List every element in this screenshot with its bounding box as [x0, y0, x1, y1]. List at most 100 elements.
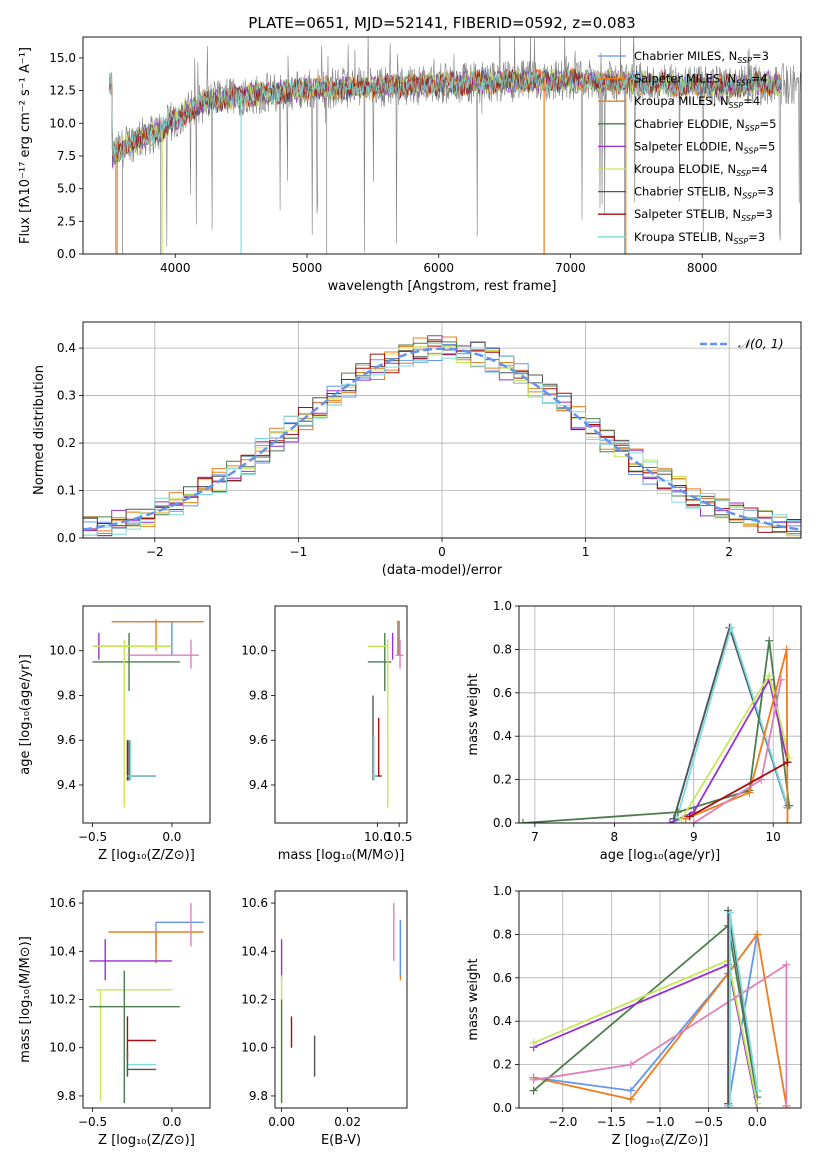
y-tick-label: 0.0 — [493, 816, 512, 830]
x-axis-label: E(B-V) — [321, 1133, 361, 1148]
data-point — [665, 819, 674, 823]
data-point — [765, 671, 774, 680]
data-point — [745, 788, 754, 797]
y-tick-label: 10.0 — [49, 1041, 76, 1055]
data-point — [685, 812, 694, 821]
y-tick-label: 9.6 — [249, 733, 268, 747]
y-tick-label: 0.8 — [493, 927, 512, 941]
x-tick-label: 7000 — [555, 261, 586, 275]
mass-weight-line — [533, 963, 759, 1108]
x-tick-label: 4000 — [160, 261, 191, 275]
x-tick-label: 0 — [438, 545, 446, 559]
model-spectrum — [108, 68, 782, 162]
x-axis-label: wavelength [Angstrom, rest frame] — [328, 279, 557, 294]
y-tick-label: 0.3 — [57, 389, 76, 403]
x-tick-label: 6000 — [423, 261, 454, 275]
x-tick-label: −1.5 — [597, 1115, 626, 1129]
legend-entry: Chabrier MILES, NSSP=3 — [634, 49, 769, 65]
y-axis-label: Normed distribution — [32, 365, 47, 495]
data-point — [626, 1095, 635, 1104]
data-point — [753, 930, 762, 939]
legend-entry: Chabrier STELIB, NSSP=3 — [634, 185, 774, 201]
normal-curve — [83, 347, 801, 531]
legend-entry: 𝒩(0, 1) — [738, 336, 784, 351]
y-tick-label: 0.0 — [57, 247, 76, 261]
y-tick-label: 10.0 — [49, 644, 76, 658]
x-tick-label: −0.5 — [78, 830, 107, 844]
y-tick-label: 0.6 — [493, 686, 512, 700]
data-point — [626, 1086, 635, 1095]
y-axis-label: Flux [fλ10⁻¹⁷ erg cm⁻² s⁻¹ A⁻¹] — [18, 47, 33, 244]
y-tick-label: 10.0 — [49, 116, 76, 130]
y-tick-label: 0.0 — [57, 531, 76, 545]
mass-weight-line — [533, 963, 788, 1108]
mass-weight-vs-z-panel: −2.0 −1.5 −1.0 −0.5 0.0 0.0 0.2 0.4 0.6 0.8 1.0 Z [… — [466, 884, 802, 1148]
y-tick-label: 10.4 — [49, 944, 76, 958]
data-point — [529, 1075, 538, 1084]
y-tick-label: 12.5 — [49, 84, 76, 98]
y-tick-label: 1.0 — [493, 599, 512, 613]
axes-frame — [518, 890, 802, 1109]
model-spectrum — [108, 66, 782, 156]
y-axis-label: mass weight — [466, 673, 481, 755]
axes-frame — [518, 605, 802, 824]
y-axis-label: age [log₁₀(age/yr)] — [18, 654, 33, 775]
y-tick-label: 0.2 — [493, 1058, 512, 1072]
x-tick-label: 0.02 — [334, 1115, 361, 1129]
data-point — [726, 908, 735, 917]
axes-frame — [274, 890, 408, 1109]
x-tick-label: 7 — [531, 830, 539, 844]
data-point — [777, 675, 786, 684]
data-point — [529, 1086, 538, 1095]
x-tick-label: 5000 — [292, 261, 323, 275]
data-point — [783, 758, 792, 767]
x-tick-label: 10.5 — [386, 830, 413, 844]
x-tick-label: −2 — [146, 545, 164, 559]
y-tick-label: 2.5 — [57, 214, 76, 228]
legend-entry: Salpeter STELIB, NSSP=3 — [634, 207, 773, 223]
chart-title: PLATE=0651, MJD=52141, FIBERID=0592, z=0… — [248, 14, 635, 32]
spectrum-panel: 4000 5000 6000 7000 8000 0.0 2.5 5.0 7.5 10.0 12.5… — [18, 14, 802, 294]
mass-vs-z-panel: −0.5 0.0 9.8 10.0 10.2 10.4 10.6 Z [log₁₀(Z/Z⊙)… — [18, 890, 211, 1148]
mass-weight-line — [533, 923, 759, 1098]
y-tick-label: 10.0 — [241, 644, 268, 658]
x-tick-label: −2.0 — [548, 1115, 577, 1129]
x-tick-label: 8 — [611, 830, 619, 844]
data-point — [782, 960, 791, 969]
x-tick-label: −1.0 — [645, 1115, 674, 1129]
y-tick-label: 7.5 — [57, 149, 76, 163]
y-tick-label: 10.6 — [241, 896, 268, 910]
x-axis-label: age [log₁₀(age/yr)] — [600, 848, 721, 863]
y-tick-label: 9.8 — [249, 1089, 268, 1103]
data-point — [765, 636, 774, 645]
y-axis-label: mass weight — [466, 958, 481, 1040]
model-spectrum — [108, 68, 782, 159]
y-tick-label: 0.4 — [57, 341, 76, 355]
mass-weight-vs-age-panel: 7 8 9 10 0.0 0.2 0.4 0.6 0.8 1.0 age [log₁₀(age/yr… — [466, 599, 802, 863]
residuals-panel: −2 −1 0 1 2 0.0 0.1 0.2 0.3 0.4 (data-model)/error… — [32, 321, 802, 578]
mass-weight-line — [693, 679, 782, 823]
x-tick-label: 0.0 — [162, 830, 181, 844]
y-tick-label: 0.2 — [57, 436, 76, 450]
y-tick-label: 5.0 — [57, 182, 76, 196]
x-tick-label: 9 — [690, 830, 698, 844]
legend-entry: Chabrier ELODIE, NSSP=5 — [634, 117, 776, 133]
legend-entry: Kroupa ELODIE, NSSP=4 — [634, 162, 768, 178]
y-tick-label: 15.0 — [49, 51, 76, 65]
y-tick-label: 9.6 — [57, 733, 76, 747]
x-tick-label: −0.5 — [694, 1115, 723, 1129]
x-tick-label: −1 — [290, 545, 308, 559]
data-point — [626, 1060, 635, 1069]
x-axis-label: (data-model)/error — [382, 563, 503, 578]
x-axis-label: Z [log₁₀(Z/Z⊙)] — [98, 848, 195, 863]
data-spectrum — [111, 37, 801, 253]
mass-vs-ebv-panel: 0.00 0.02 9.8 10.0 10.2 10.4 10.6 E(B-V) — [241, 890, 408, 1148]
y-tick-label: 1.0 — [493, 884, 512, 898]
x-axis-label: Z [log₁₀(Z/Z⊙)] — [612, 1133, 709, 1148]
data-point — [782, 645, 791, 654]
y-tick-label: 9.8 — [249, 688, 268, 702]
data-point — [726, 1101, 735, 1108]
y-axis-label: mass [log₁₀(M/M⊙)] — [18, 936, 33, 1063]
